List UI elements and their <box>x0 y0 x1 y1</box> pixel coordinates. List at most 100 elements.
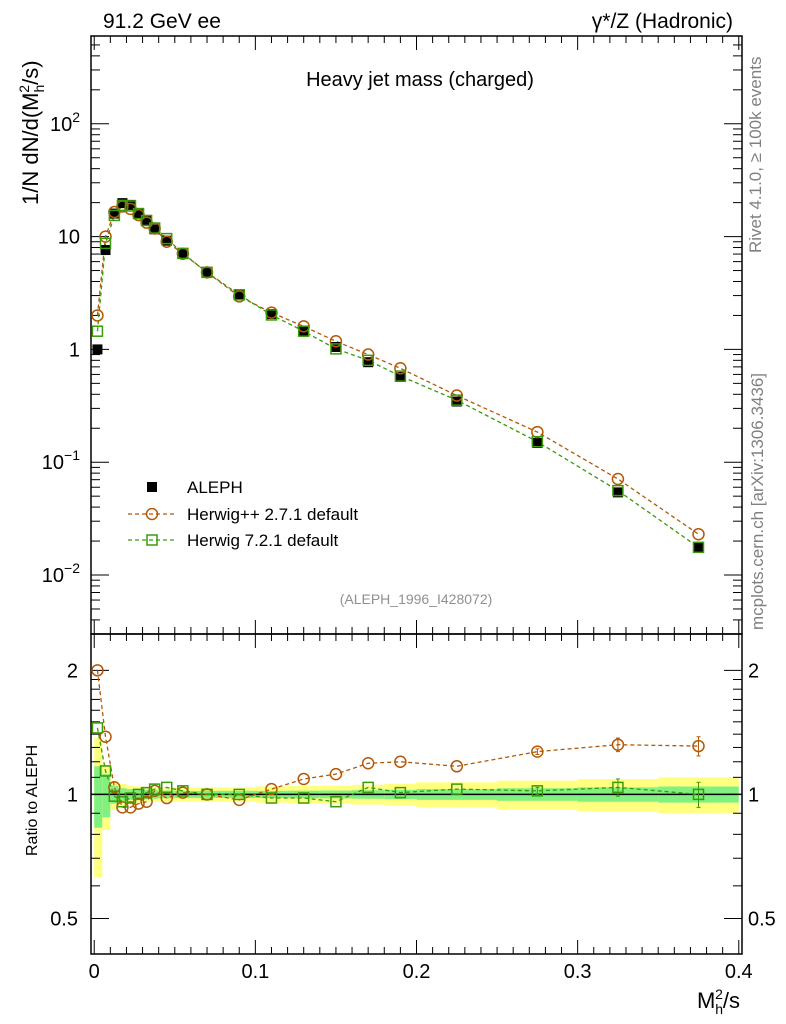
x-tick-label: 0.1 <box>241 961 269 983</box>
x-tick-label: 0.2 <box>403 961 431 983</box>
herwig7-point <box>233 289 245 301</box>
herwig7-point <box>140 214 153 227</box>
aleph-point <box>109 208 120 219</box>
herwig7-ratio-point <box>91 722 104 734</box>
herwigpp-point <box>91 309 104 322</box>
ratio-uncertainty-bands <box>91 738 742 878</box>
aleph-point <box>363 357 374 368</box>
analysis-id-label: (ALEPH_1996_I428072) <box>340 591 493 607</box>
herwig7-point <box>148 222 161 234</box>
herwigpp-ratio-point <box>450 760 464 773</box>
ratio-tick-label-left: 0.5 <box>50 908 78 930</box>
ylabel-sup: 2 <box>16 85 32 93</box>
herwigpp-point <box>99 230 112 243</box>
x-tick-label: 0 <box>89 961 100 983</box>
herwigpp-ratio-point <box>99 730 112 743</box>
herwigpp-ratio-point <box>140 795 153 808</box>
legend-label: Herwig 7.2.1 default <box>187 531 338 550</box>
aleph-point <box>133 208 144 219</box>
main-ylabel: 1/N dN/d(Mh2/s) <box>16 60 47 205</box>
herwig7-ratio-point <box>297 792 310 804</box>
stat-uncertainty-band <box>102 774 111 818</box>
y-tick-label: 1 <box>69 339 80 361</box>
mcplots-source-label: mcplots.cern.ch [arXiv:1306.3436] <box>748 373 767 630</box>
herwig7-ratio-point <box>132 788 145 801</box>
herwigpp-point <box>361 348 375 361</box>
aleph-point <box>693 542 704 553</box>
herwig7-ratio-point <box>265 792 278 804</box>
herwig7-point <box>99 237 112 250</box>
xlabel-main: M <box>697 988 715 1013</box>
process-label: γ*/Z (Hadronic) <box>592 10 733 33</box>
energy-label: 91.2 GeV ee <box>103 10 221 33</box>
aleph-point <box>177 249 188 260</box>
ratio-tick-label-right: 0.5 <box>748 908 776 930</box>
ratio-tick-label-right: 2 <box>748 660 759 682</box>
aleph-point <box>532 437 543 448</box>
ratio-ylabel: Ratio to ALEPH <box>24 745 41 856</box>
herwig7-ratio-point <box>177 785 189 797</box>
herwigpp-ratio-point <box>692 739 705 753</box>
data-series <box>91 198 705 814</box>
herwig7-point <box>124 200 137 212</box>
xlabel-sub: h <box>715 1001 723 1017</box>
herwig7-ratio-point <box>201 788 213 801</box>
herwigpp-point <box>394 362 407 375</box>
aleph-point <box>117 198 128 209</box>
herwig7-ratio-point <box>531 785 544 797</box>
herwig7-ratio-point <box>692 788 705 801</box>
herwigpp-ratio-point <box>108 781 121 794</box>
xlabel-sup: 2 <box>715 986 723 1002</box>
herwigpp-ratio-point <box>329 767 343 781</box>
herwig7-point <box>612 484 624 497</box>
herwig7-ratio-point <box>394 786 407 799</box>
herwig7-point <box>362 354 374 367</box>
herwig7-ratio-point <box>124 792 137 804</box>
herwig7-ratio-point <box>160 781 173 794</box>
herwig7-ratio-line <box>96 727 699 803</box>
ylabel-prefix: 1/N dN/d(M <box>18 93 43 205</box>
herwig7-point <box>177 247 189 260</box>
y-tick-label: 10−1 <box>42 447 80 474</box>
aleph-point <box>141 215 152 226</box>
herwigpp-ratio-point <box>265 782 278 796</box>
legend-marker <box>147 482 157 492</box>
aleph-point <box>266 308 277 319</box>
herwig7-point <box>160 232 173 245</box>
herwig7-ratio-point <box>362 781 374 794</box>
aleph-point <box>395 371 406 382</box>
legend: ALEPH Herwig++ 2.7.1 default Herwig 7.2.1 … <box>128 478 358 550</box>
herwig7-point <box>132 207 145 220</box>
herwigpp-point <box>329 335 343 348</box>
ylabel-suffix: /s) <box>18 60 43 84</box>
legend-label: Herwig++ 2.7.1 default <box>187 505 358 524</box>
x-axis-label: Mh2/s <box>697 986 740 1017</box>
herwig7-point <box>297 325 310 337</box>
x-tick-label: 0.4 <box>725 961 753 983</box>
chart-title: Heavy jet mass (charged) <box>306 69 534 91</box>
herwig7-point <box>201 266 213 279</box>
axes-ticks: 0 0.1 0.2 0.3 0.4 10−2 10−1 1 10 102 0.5 0.5 1 1 2 2 <box>42 35 776 983</box>
herwigpp-ratio-point <box>394 755 407 769</box>
herwigpp-ratio-point <box>531 745 544 758</box>
ratio-tick-label-left: 1 <box>67 784 78 806</box>
ratio-tick-label-left: 2 <box>67 660 78 682</box>
herwigpp-point <box>611 472 625 486</box>
aleph-point <box>100 245 111 256</box>
herwig7-point <box>692 541 705 554</box>
herwig7-point <box>330 343 342 355</box>
legend-marker <box>146 534 158 546</box>
herwigpp-point <box>531 425 544 439</box>
herwig7-point <box>116 199 129 212</box>
x-tick-label: 0.3 <box>564 961 592 983</box>
ylabel-sub: h <box>31 85 47 93</box>
herwig7-ratio-point <box>612 781 624 794</box>
herwig7-point <box>531 435 544 448</box>
aleph-point <box>612 487 623 498</box>
y-tick-label: 102 <box>50 109 80 136</box>
legend-label: ALEPH <box>187 478 243 497</box>
y-tick-label: 10 <box>58 227 80 249</box>
aleph-point <box>298 325 309 336</box>
aleph-point <box>125 199 136 210</box>
